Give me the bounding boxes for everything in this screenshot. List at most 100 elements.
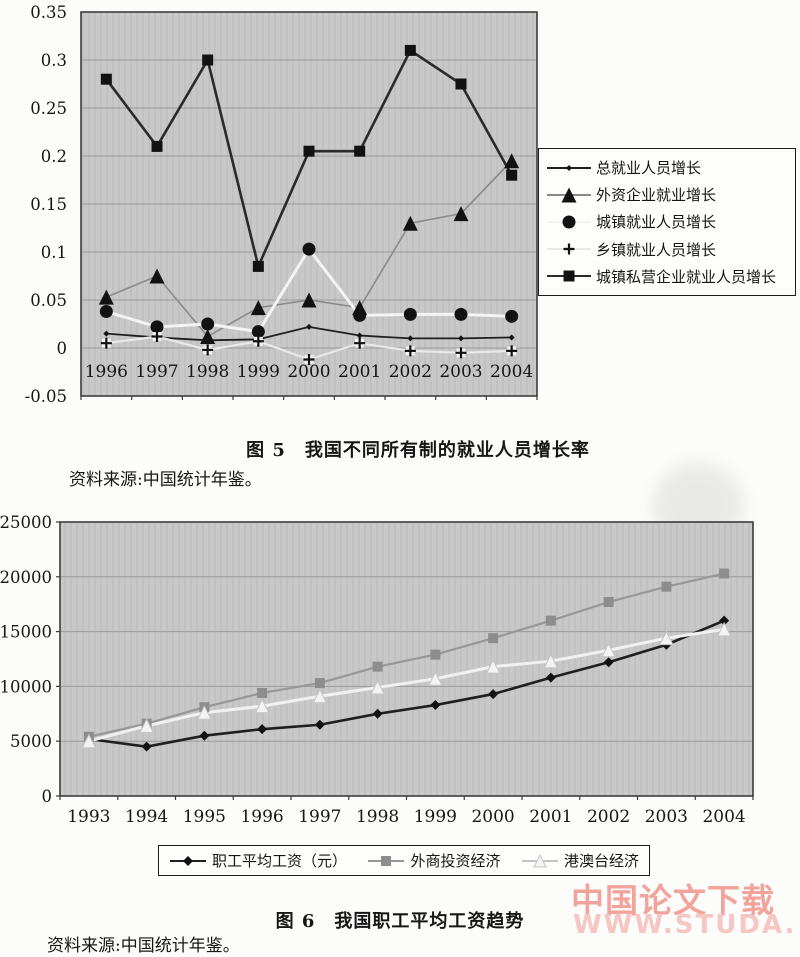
x-tick-label: 1999	[237, 362, 280, 382]
data-point-marker	[488, 689, 499, 700]
legend-key	[521, 853, 558, 867]
data-point-marker	[372, 708, 383, 719]
data-point-marker	[404, 345, 416, 357]
legend-item: 总就业人员增长	[546, 157, 793, 178]
legend-label: 港澳台经济	[563, 852, 639, 870]
data-point-marker	[561, 187, 577, 203]
data-point-marker	[455, 347, 467, 359]
x-tick-label: 1996	[85, 362, 128, 382]
data-point-marker	[151, 330, 163, 342]
data-point-marker	[197, 705, 212, 720]
data-point-marker	[301, 292, 317, 308]
legend-key	[368, 855, 405, 866]
data-point-marker	[201, 317, 215, 331]
data-point-marker	[563, 243, 575, 255]
legend-key	[547, 215, 591, 229]
data-point-marker	[303, 145, 315, 157]
data-point-marker	[252, 260, 264, 272]
legend-key	[547, 270, 591, 282]
y-tick-label: 25000	[0, 513, 52, 532]
watermark-text-cn: 中国论文下载	[571, 881, 775, 920]
data-point-marker	[370, 679, 385, 695]
data-point-marker	[603, 657, 614, 668]
data-point-marker	[372, 661, 383, 672]
x-tick-label: 2004	[490, 362, 533, 382]
x-tick-label: 2000	[287, 362, 330, 382]
y-tick-label: 20000	[0, 568, 52, 587]
data-point-marker	[356, 332, 363, 339]
data-point-marker	[139, 718, 154, 733]
data-point-marker	[506, 345, 518, 357]
x-tick-label: 1998	[186, 362, 229, 382]
data-point-marker	[302, 242, 316, 256]
legend-key	[547, 243, 591, 255]
data-point-marker	[98, 289, 114, 305]
x-tick-label: 2002	[587, 807, 630, 827]
data-point-marker	[428, 671, 443, 686]
data-point-marker	[381, 855, 392, 866]
data-point-marker	[202, 54, 214, 66]
data-point-marker	[430, 649, 441, 660]
watermark-url: WWW.STUDA.	[573, 910, 797, 940]
legend-item: 职工平均工资（元）	[169, 850, 347, 871]
x-tick-label: 1998	[356, 807, 399, 827]
data-point-marker	[303, 354, 315, 366]
y-tick-label: 5000	[10, 732, 52, 751]
legend-label: 总就业人员增长	[596, 159, 702, 178]
data-point-marker	[141, 741, 152, 752]
data-point-marker	[100, 337, 112, 349]
y-tick-label: 0	[42, 787, 53, 806]
y-tick-label: 0.35	[30, 3, 67, 22]
data-point-marker	[251, 325, 265, 339]
data-point-marker	[453, 206, 469, 222]
data-point-marker	[312, 688, 328, 704]
figure6-legend: 职工平均工资（元） 外商投资经济 港澳台经济	[158, 845, 650, 876]
legend-key	[547, 164, 591, 171]
y-tick-label: 0	[57, 339, 68, 358]
plot-area	[60, 522, 753, 796]
data-point-marker	[254, 698, 270, 714]
x-tick-label: 1994	[125, 807, 168, 827]
data-point-marker	[601, 642, 616, 658]
data-point-marker	[563, 270, 575, 282]
legend-label: 外商投资经济	[410, 852, 501, 870]
data-point-marker	[458, 335, 464, 342]
data-point-marker	[719, 615, 730, 626]
data-point-marker	[354, 145, 366, 157]
data-point-marker	[202, 344, 214, 356]
figure6-caption: 图 6 我国职工平均工资趋势	[275, 911, 525, 932]
y-tick-label: 0.15	[30, 195, 67, 214]
y-tick-label: 0.25	[30, 99, 67, 118]
data-point-marker	[151, 140, 163, 152]
data-point-marker	[485, 659, 501, 674]
data-point-marker	[314, 678, 325, 689]
data-point-marker	[533, 853, 547, 867]
figure5-line-chart: 0.35 0.3 0.25 0.2 0.15 0.1 0.05 0 -0.05 1996 1997 1…	[0, 0, 800, 430]
data-point-marker	[183, 855, 193, 866]
figure5-legend: 总就业人员增长 外资企业就业增长 城镇就业人员增长 乡镇就业人员增长 城镇私营企业就业人…	[538, 148, 796, 296]
legend-key	[547, 187, 591, 203]
data-point-marker	[257, 724, 268, 735]
x-tick-label: 1993	[67, 807, 110, 827]
data-point-marker	[353, 308, 367, 322]
series-line	[88, 572, 725, 738]
fig6-svg: 25000 20000 15000 10000 5000 0 1993 1994 1995 199…	[0, 513, 754, 827]
plot-border	[80, 11, 538, 397]
figure5-source-note: 资料来源:中国统计年鉴。	[69, 470, 262, 490]
y-tick-label: 10000	[0, 677, 52, 696]
legend-label: 职工平均工资（元）	[212, 852, 348, 870]
data-point-marker	[100, 73, 112, 85]
data-point-marker	[200, 328, 216, 344]
data-point-marker	[99, 305, 113, 319]
figure6-line-chart: 25000 20000 15000 10000 5000 0 1993 1994 1995 199…	[0, 503, 800, 838]
legend-item: 乡镇就业人员增长	[546, 239, 793, 260]
x-tick-label: 2003	[645, 807, 688, 827]
data-point-marker	[455, 78, 467, 90]
x-tick-label: 2001	[338, 362, 381, 382]
x-tick-label: 1999	[414, 807, 457, 827]
data-point-marker	[199, 730, 210, 741]
data-point-marker	[407, 335, 414, 342]
figure5-caption: 图 5 我国不同所有制的就业人员增长率	[246, 440, 590, 461]
data-point-marker	[716, 621, 732, 637]
data-point-marker	[661, 581, 672, 592]
